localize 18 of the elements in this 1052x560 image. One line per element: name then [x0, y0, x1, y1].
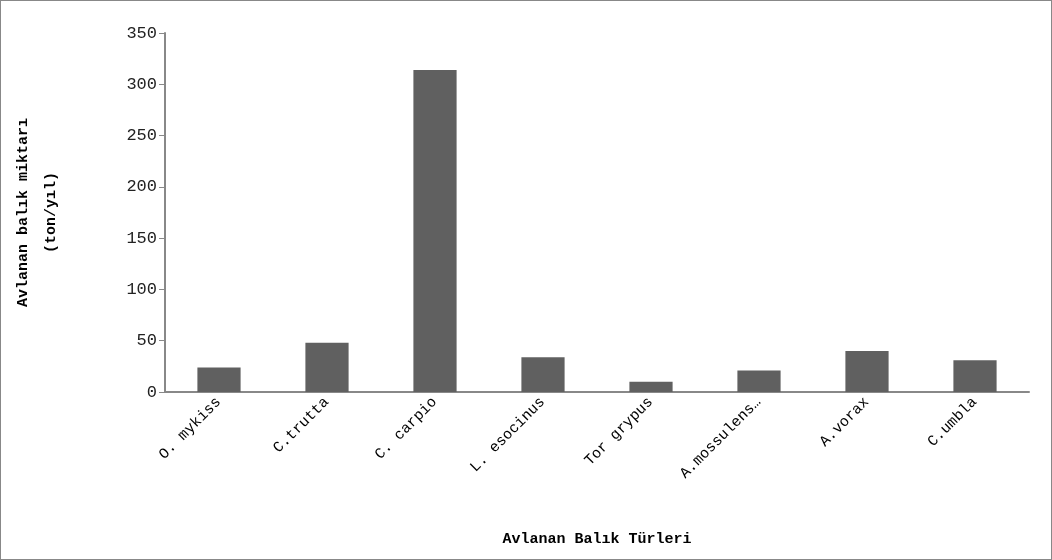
bar: [737, 370, 781, 392]
bar: [197, 367, 241, 392]
y-tick-label: 0: [146, 382, 157, 402]
y-tick-label: 200: [126, 177, 157, 197]
bar: [953, 360, 997, 392]
y-axis-title: Avlanan balık miktarı (ton/yıl): [14, 117, 60, 308]
y-tick-label: 50: [136, 331, 157, 351]
bar: [305, 342, 349, 392]
bar: [629, 381, 673, 392]
y-tick-label: 100: [126, 279, 157, 299]
x-axis-title: Avlanan Balık Türleri: [502, 531, 692, 548]
y-tick-label: 250: [126, 126, 157, 146]
y-tick-label: 150: [126, 228, 157, 248]
bar: [845, 350, 889, 392]
bar: [413, 69, 457, 392]
y-tick-label: 350: [126, 23, 157, 43]
bar: [521, 357, 565, 392]
y-tick-label: 300: [126, 74, 157, 94]
